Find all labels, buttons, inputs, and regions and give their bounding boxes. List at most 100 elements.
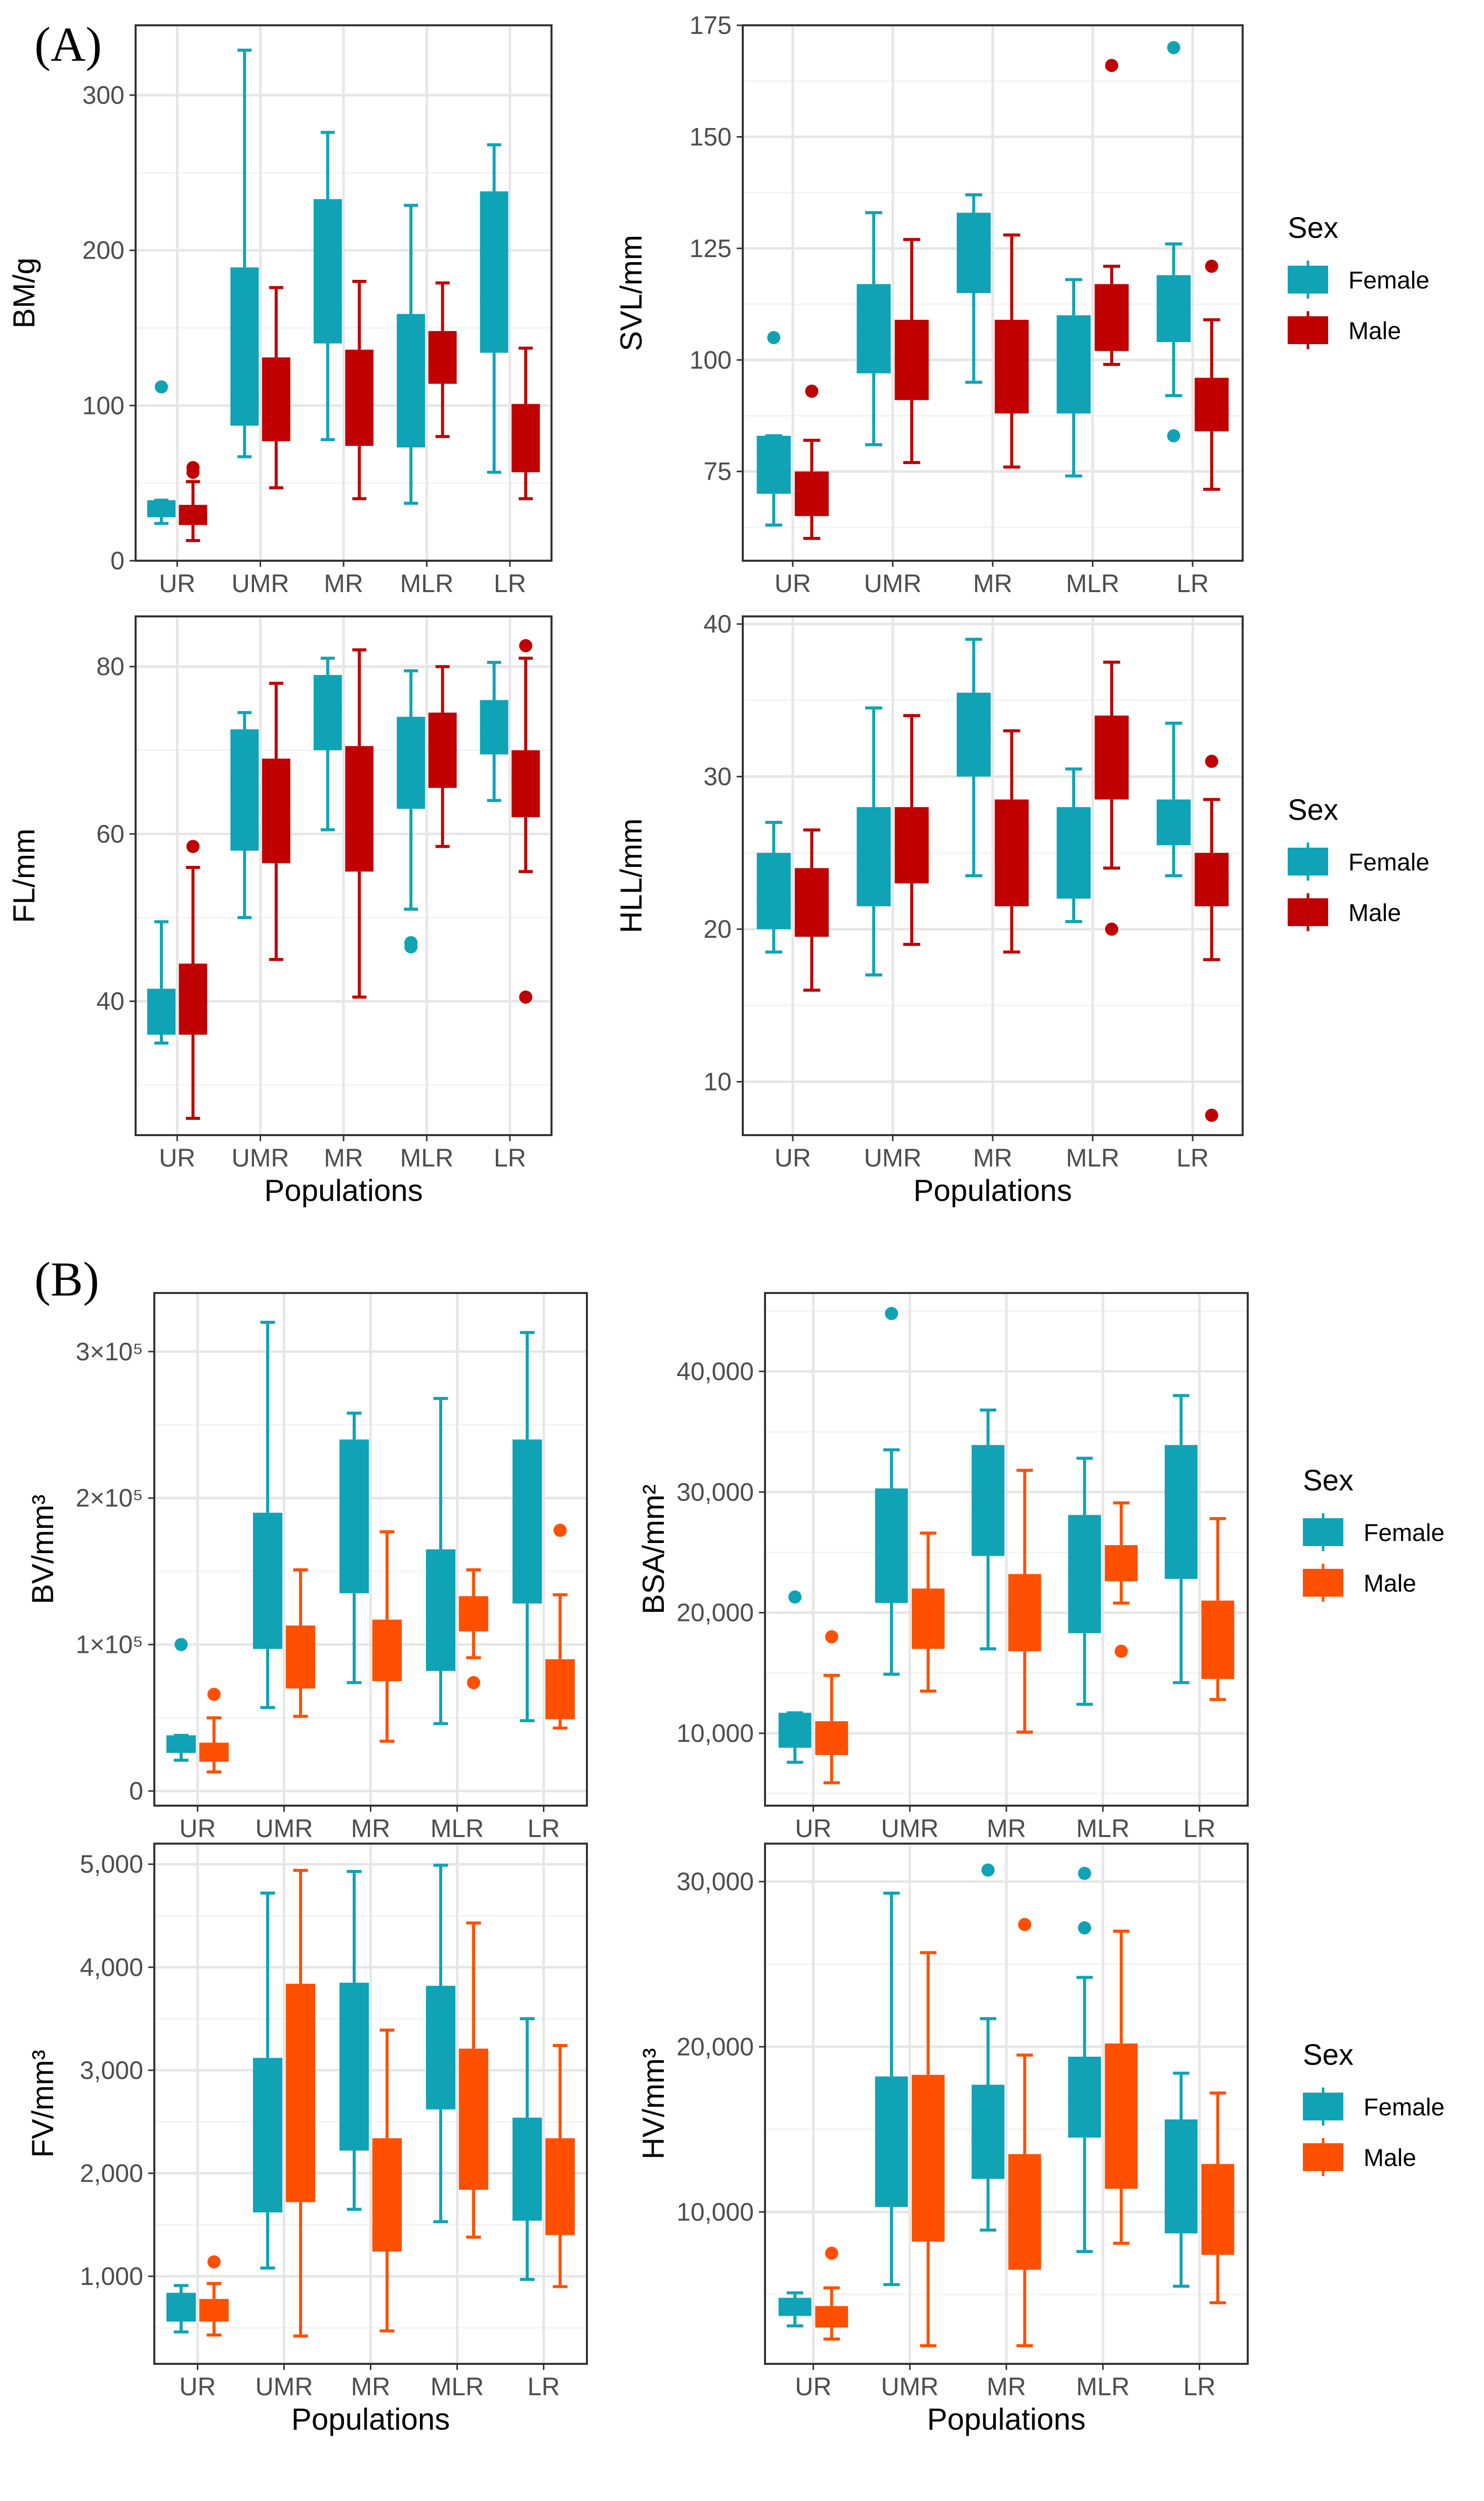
box-iqr xyxy=(895,319,929,400)
legend: Sex Female Male xyxy=(1288,794,1429,931)
box-iqr xyxy=(912,2074,945,2242)
box-male-lr xyxy=(545,2044,575,2288)
legend-title: Sex xyxy=(1303,1464,1353,1497)
x-tick-label: UMR xyxy=(232,1144,289,1172)
legend-label-male: Male xyxy=(1348,318,1401,345)
x-tick-label: UMR xyxy=(881,1814,939,1843)
chart-bsa: 10,000 20,000 30,000 40,000 UR UMR MR MLR LR BSA/… xyxy=(637,1292,1249,1843)
chart-hv: 10,000 20,000 30,000 UR UMR MR MLR LR HV/mm³ Popu… xyxy=(637,1843,1249,2436)
legend: Sex Female Male xyxy=(1288,212,1429,349)
box-female-ur xyxy=(166,1638,196,1762)
box-iqr xyxy=(971,2085,1005,2179)
x-tick-label: MR xyxy=(351,2372,391,2401)
legend-label-male: Male xyxy=(1348,900,1401,927)
outlier-point xyxy=(884,1307,898,1320)
y-axis-title: BM/g xyxy=(7,258,41,328)
box-iqr xyxy=(179,964,207,1035)
outlier-point xyxy=(1167,429,1180,443)
y-tick-label: 80 xyxy=(96,652,124,681)
box-iqr xyxy=(480,191,508,353)
box-iqr xyxy=(1201,1600,1235,1679)
x-tick-label: MLR xyxy=(1076,1814,1130,1843)
box-male-mlr xyxy=(1105,1929,1138,2245)
x-tick-label: MLR xyxy=(400,1144,454,1172)
outlier-point xyxy=(981,1863,995,1877)
y-tick-label: 200 xyxy=(82,236,124,265)
box-iqr xyxy=(313,675,342,751)
box-iqr xyxy=(179,505,207,525)
box-iqr xyxy=(313,199,342,344)
box-female-ur xyxy=(778,1590,812,1764)
box-male-lr xyxy=(512,346,540,501)
y-tick-label: 0 xyxy=(110,547,124,575)
x-axis-title: Populations xyxy=(264,1174,423,1207)
outlier-point xyxy=(1105,59,1119,72)
box-iqr xyxy=(428,331,457,384)
box-iqr xyxy=(857,284,891,373)
box-male-umr xyxy=(895,238,929,465)
y-tick-label: 10,000 xyxy=(676,1719,754,1747)
box-female-mr xyxy=(956,638,991,878)
y-tick-label: 175 xyxy=(690,11,732,39)
legend: Sex Female Male xyxy=(1303,2038,1445,2176)
y-tick-label: 3×10⁵ xyxy=(76,1338,143,1366)
x-tick-label: LR xyxy=(1183,1814,1216,1843)
outlier-point xyxy=(1115,1644,1128,1658)
box-male-ur xyxy=(179,840,207,1120)
box-male-lr xyxy=(1201,2091,1235,2305)
box-male-lr xyxy=(1195,755,1229,1122)
box-female-umr xyxy=(875,1307,908,1676)
box-iqr xyxy=(1195,853,1229,906)
y-tick-label: 0 xyxy=(129,1777,143,1805)
box-iqr xyxy=(345,746,374,872)
plot-frame xyxy=(742,615,1244,1136)
y-tick-label: 125 xyxy=(690,234,732,263)
panel-label-b: (B) xyxy=(34,1252,99,1306)
box-male-umr xyxy=(262,682,290,961)
chart-fl: 40 60 80 UR UMR MR MLR LR FL/mm Populations xyxy=(7,615,553,1207)
box-female-ur xyxy=(756,820,791,954)
chart-bv: 0 1×10⁵ 2×10⁵ 3×10⁵ UR UMR MR MLR LR BV/mm³ xyxy=(26,1292,588,1843)
box-iqr xyxy=(857,807,891,906)
x-tick-label: LR xyxy=(1176,569,1209,598)
x-tick-label: LR xyxy=(528,2372,560,2401)
x-tick-label: UR xyxy=(179,1814,216,1843)
box-female-umr xyxy=(230,49,259,458)
y-tick-label: 1×10⁵ xyxy=(76,1631,143,1659)
box-female-ur xyxy=(147,380,176,525)
box-iqr xyxy=(1068,1515,1101,1634)
x-tick-label: LR xyxy=(1183,2372,1216,2401)
plot-frame xyxy=(135,615,553,1136)
x-tick-label: MR xyxy=(324,1144,363,1172)
box-iqr xyxy=(545,1659,575,1720)
y-axis-title: BV/mm³ xyxy=(26,1494,60,1604)
box-iqr xyxy=(285,1983,316,2202)
box-female-umr xyxy=(252,1891,283,2270)
x-axis-title: Populations xyxy=(291,2402,450,2436)
box-male-mr xyxy=(345,280,374,501)
x-tick-label: UR xyxy=(775,569,811,598)
box-female-mlr xyxy=(1068,1866,1101,2254)
box-male-mlr xyxy=(428,665,457,848)
box-female-mr xyxy=(313,131,342,441)
box-male-mlr xyxy=(1105,1501,1138,1658)
plot-frame xyxy=(153,1292,588,1807)
box-iqr xyxy=(1164,2119,1198,2234)
y-tick-label: 60 xyxy=(96,820,124,848)
box-iqr xyxy=(512,1439,542,1604)
plot-frame xyxy=(764,1843,1249,2365)
x-tick-label: LR xyxy=(528,1814,560,1843)
box-iqr xyxy=(458,2049,489,2190)
box-iqr xyxy=(345,349,374,446)
box-iqr xyxy=(252,1513,283,1649)
x-tick-label: MLR xyxy=(431,1814,484,1843)
box-iqr xyxy=(426,1985,456,2110)
outlier-point xyxy=(175,1638,188,1651)
box-iqr xyxy=(262,357,290,441)
outlier-point xyxy=(207,2255,221,2269)
box-iqr xyxy=(166,2292,196,2322)
box-female-mr xyxy=(971,1863,1005,2232)
x-tick-label: MLR xyxy=(431,2372,484,2401)
